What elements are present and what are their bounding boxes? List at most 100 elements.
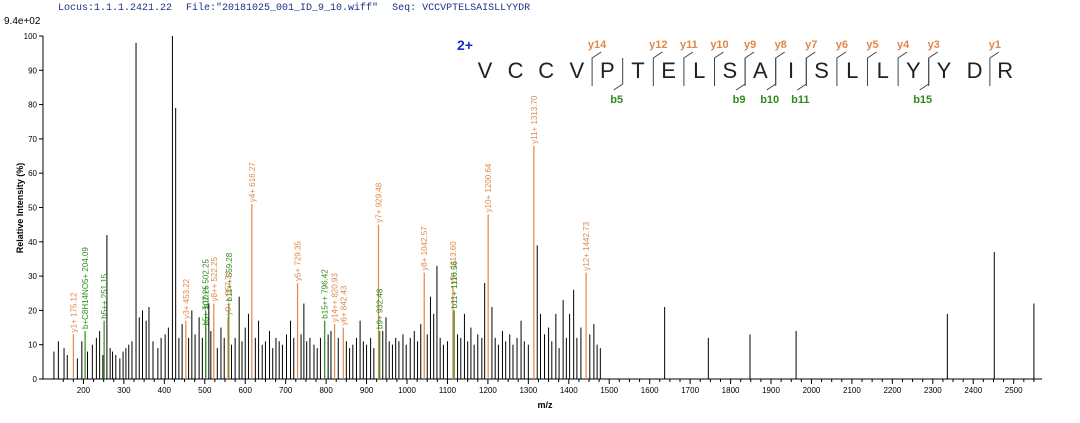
- y-ion-bracket: [683, 51, 694, 86]
- residue-letter: V: [478, 58, 493, 83]
- b-ion-bracket: [766, 58, 777, 91]
- b-ion-bracket: [797, 58, 807, 91]
- peak-label: y5+ 729.35: [294, 241, 303, 281]
- y-ion-label: y11: [680, 39, 698, 51]
- peak-label: y3+ 453.22: [182, 278, 191, 318]
- peak-label: y1+ 175.12: [69, 292, 78, 332]
- y-ion-bracket: [652, 51, 663, 86]
- x-tick-label: 1100: [439, 386, 457, 395]
- y-max-label: 9.4e+02: [4, 16, 41, 27]
- residue-letter: D: [967, 58, 983, 83]
- x-tick-label: 2200: [883, 386, 901, 395]
- peak-label: y9+ 1113.60: [449, 241, 458, 285]
- x-tick-label: 2300: [924, 386, 942, 395]
- y-tick-label: 30: [28, 272, 37, 281]
- y-tick-label: 10: [28, 341, 37, 350]
- residue-letter: L: [846, 58, 858, 83]
- b-ion-label: b9: [733, 94, 746, 106]
- x-tick-label: 1000: [398, 386, 416, 395]
- y-ion-label: y7: [805, 39, 817, 51]
- y-tick-label: 60: [28, 169, 37, 178]
- y-tick-label: 70: [28, 135, 37, 144]
- residue-letter: E: [661, 58, 676, 83]
- b-ion-label: b10: [760, 94, 779, 106]
- residue-letter: R: [997, 58, 1013, 83]
- b-ion-label: b15: [913, 94, 932, 106]
- peak-label: y4+ 616.27: [248, 162, 257, 202]
- peak-label: b5+ 502.25: [202, 285, 211, 326]
- x-tick-label: 400: [158, 386, 172, 395]
- y-ion-label: y4: [897, 39, 910, 51]
- peak-label: y12+ 1442.73: [582, 221, 591, 270]
- x-tick-label: 1900: [762, 386, 780, 395]
- locus-text: Locus:1.1.1.2421.22: [58, 3, 173, 14]
- peak-label: y10+ 1200.64: [484, 163, 493, 212]
- file-text: File:"20181025_001_ID_9_10.wiff": [186, 3, 379, 14]
- peak-labels-group: y1+ 175.12 b+C8H14NO5+ 204.09 b5++ 251.15 y…: [69, 95, 591, 332]
- y-tick-label: 40: [28, 238, 37, 247]
- peak-label: b11+ 1116.56: [450, 260, 459, 308]
- y-ion-bracket: [836, 51, 847, 86]
- y-ion-label: y14: [588, 39, 607, 51]
- residue-letter: Y: [937, 58, 952, 83]
- residue-letter: C: [508, 58, 524, 83]
- x-tick-label: 2100: [843, 386, 861, 395]
- residue-letter: A: [753, 58, 768, 83]
- x-tick-label: 500: [198, 386, 212, 395]
- residue-letter: S: [722, 58, 737, 83]
- x-tick-label: 2400: [964, 386, 982, 395]
- peak-label: b5++ 251.15: [100, 273, 109, 318]
- b-ion-label: b11: [791, 94, 809, 106]
- x-tick-label: 1500: [600, 386, 618, 395]
- x-tick-label: 1700: [681, 386, 699, 395]
- x-axis-title: m/z: [537, 400, 553, 410]
- y-ion-label: y10: [710, 39, 728, 51]
- x-tick-label: 1200: [479, 386, 497, 395]
- residue-letter: L: [877, 58, 889, 83]
- residue-letter: Y: [906, 58, 921, 83]
- x-tick-label: 600: [239, 386, 253, 395]
- peak-label: y8+ 1042.57: [420, 226, 429, 271]
- y-ion-bracket: [989, 51, 1000, 86]
- residue-letter: I: [788, 58, 794, 83]
- b-ion-bracket: [613, 58, 624, 91]
- residue-letter: C: [538, 58, 554, 83]
- peak-label: y14++ 820.93: [331, 273, 340, 322]
- y-tick-label: 20: [28, 306, 37, 315]
- y-ion-label: y8: [775, 39, 787, 51]
- y-ion-bracket: [714, 51, 724, 86]
- y-ion-bracket: [897, 51, 908, 86]
- peak-label: y9++ 557.34: [224, 270, 233, 315]
- y-ion-label: y1: [989, 39, 1001, 51]
- peak-label: b+C8H14NO5+ 204.09: [81, 247, 90, 329]
- x-tick-label: 1600: [641, 386, 659, 395]
- x-tick-label: 2500: [1005, 386, 1023, 395]
- x-tick-label: 800: [319, 386, 333, 395]
- y-ion-label: y9: [744, 39, 756, 51]
- x-tick-label: 1400: [560, 386, 578, 395]
- residue-letter: S: [814, 58, 829, 83]
- peak-label: y11+ 1313.70: [530, 95, 539, 144]
- y-tick-label: 100: [24, 32, 38, 41]
- x-tick-label: 2000: [803, 386, 821, 395]
- residue-letter: T: [631, 58, 644, 83]
- x-tick-label: 300: [117, 386, 131, 395]
- b-ion-label: b5: [610, 94, 623, 106]
- x-tick-label: 200: [77, 386, 91, 395]
- x-tick-label: 1800: [722, 386, 740, 395]
- b-ion-bracket: [919, 58, 930, 91]
- y-ion-bracket: [775, 51, 785, 86]
- b-ion-bracket: [735, 58, 746, 91]
- spectrum-header: Locus:1.1.1.2421.22 File:"20181025_001_ID…: [58, 3, 544, 14]
- seq-text: Seq: VCCVPTELSAISLLYYDR: [392, 3, 531, 14]
- y-ion-label: y6: [836, 39, 848, 51]
- x-tick-label: 1300: [519, 386, 537, 395]
- y-ion-label: y5: [866, 39, 878, 51]
- axes: 0 10 20 30 40 50 60 70 80 90 100 200 300 400 500 600 700…: [24, 32, 1042, 395]
- y-ion-label: y3: [928, 39, 940, 51]
- x-tick-label: 700: [279, 386, 293, 395]
- y-ion-bracket: [591, 51, 602, 86]
- peaks-group: [53, 36, 1035, 379]
- peak-label: y8++ 522.25: [210, 257, 219, 302]
